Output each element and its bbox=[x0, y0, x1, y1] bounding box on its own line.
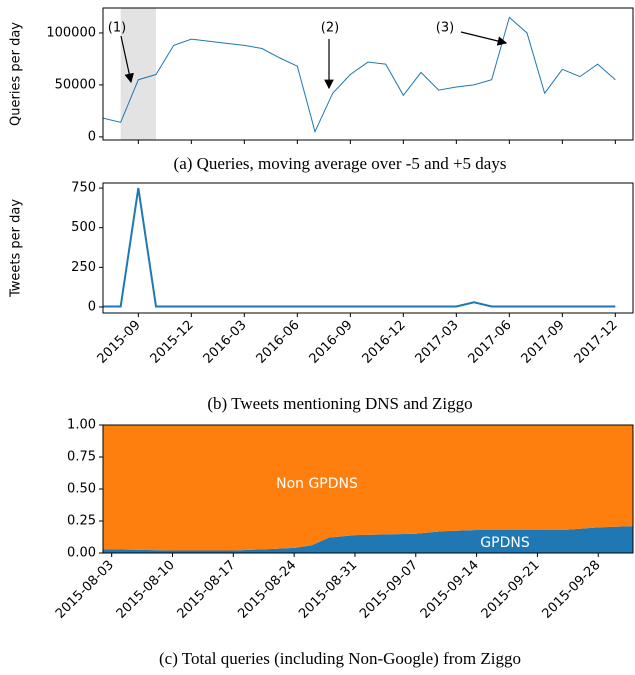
x-tick-label: 2016-06 bbox=[254, 318, 303, 367]
y-tick-label: 0.00 bbox=[67, 546, 96, 561]
annotation: (1) bbox=[108, 21, 126, 36]
x-tick-label: 2015-12 bbox=[148, 318, 197, 367]
plot-frame bbox=[102, 182, 634, 314]
annotation-arrow bbox=[460, 31, 508, 46]
y-tick-label: 0.75 bbox=[67, 450, 96, 465]
y-axis-label: Queries per day bbox=[9, 22, 24, 126]
caption: (a) Queries, moving average over -5 and … bbox=[174, 154, 507, 173]
y-tick-label: 100000 bbox=[46, 25, 96, 40]
y-tick-label: 1.00 bbox=[67, 418, 96, 433]
x-tick-label: 2015-08-03 bbox=[53, 558, 117, 622]
x-tick-label: 2015-08-31 bbox=[296, 558, 360, 622]
y-tick-label: 250 bbox=[71, 260, 96, 275]
annotation: (3) bbox=[436, 21, 454, 36]
x-tick-label: 2017-06 bbox=[466, 318, 515, 367]
x-tick-label: 2017-12 bbox=[572, 318, 621, 367]
series-label: Non GPDNS bbox=[276, 476, 358, 492]
data-line bbox=[102, 16, 616, 134]
x-tick-label: 2015-09 bbox=[95, 318, 144, 367]
series-label: GPDNS bbox=[480, 535, 530, 551]
y-axis-label: Tweets per day bbox=[9, 199, 24, 298]
x-tick-label: 2015-09-21 bbox=[479, 558, 543, 622]
y-tick-label: 750 bbox=[71, 181, 96, 196]
x-tick-label: 2015-09-28 bbox=[540, 558, 604, 622]
x-tick-label: 2015-08-17 bbox=[175, 558, 239, 622]
x-tick-label: 2016-03 bbox=[201, 318, 250, 367]
y-tick-label: 0.25 bbox=[67, 514, 96, 529]
y-tick-label: 500 bbox=[71, 220, 96, 235]
caption: (b) Tweets mentioning DNS and Ziggo bbox=[207, 394, 472, 413]
x-tick-label: 2015-08-10 bbox=[114, 558, 178, 622]
plot-frame bbox=[102, 7, 634, 141]
x-tick-label: 2017-03 bbox=[413, 318, 462, 367]
x-tick-label: 2015-09-07 bbox=[357, 558, 421, 622]
annotation: (2) bbox=[321, 21, 339, 36]
y-tick-label: 0 bbox=[88, 129, 96, 144]
area bbox=[103, 526, 633, 553]
x-tick-label: 2016-09 bbox=[307, 318, 356, 367]
x-tick-label: 2017-09 bbox=[519, 318, 568, 367]
area bbox=[103, 425, 633, 551]
x-tick-label: 2015-09-14 bbox=[418, 558, 482, 622]
y-tick-label: 0.50 bbox=[67, 482, 96, 497]
data-line bbox=[103, 187, 616, 308]
caption: (c) Total queries (including Non-Google)… bbox=[159, 649, 521, 668]
annotation-arrow bbox=[120, 35, 134, 84]
x-tick-label: 2016-12 bbox=[360, 318, 409, 367]
y-tick-label: 50000 bbox=[55, 77, 96, 92]
x-tick-label: 2015-08-24 bbox=[235, 558, 299, 622]
y-tick-label: 0 bbox=[88, 299, 96, 314]
